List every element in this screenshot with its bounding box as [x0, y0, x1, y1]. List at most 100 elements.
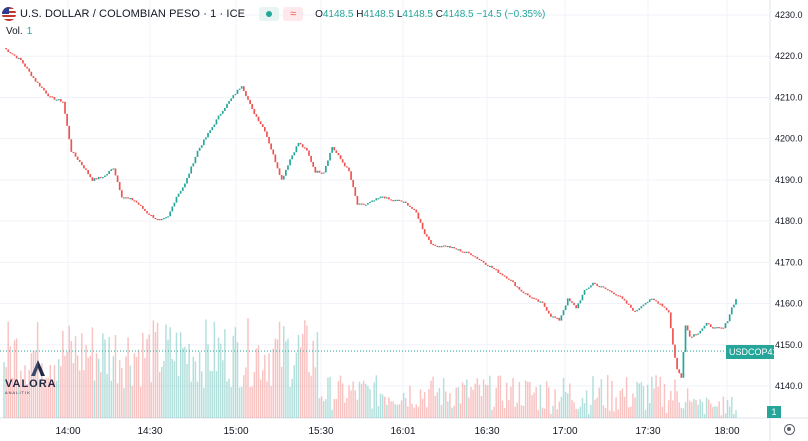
volume-bar — [247, 318, 249, 418]
volume-bar — [720, 415, 723, 418]
candle — [695, 334, 697, 336]
volume-bar — [415, 404, 418, 418]
candle — [693, 334, 695, 337]
candle — [568, 298, 571, 302]
volume-bar — [62, 330, 64, 418]
volume-bar — [190, 381, 192, 418]
candle — [535, 298, 538, 300]
volume-bar — [428, 388, 430, 418]
volume-bar — [144, 357, 146, 418]
volume-bar — [106, 373, 108, 418]
candle — [242, 86, 245, 92]
candle — [600, 286, 603, 288]
volume-bar — [165, 324, 167, 418]
volume-bar — [28, 370, 30, 418]
candle — [360, 203, 363, 205]
candle — [394, 199, 397, 202]
candle — [83, 165, 85, 169]
candle — [230, 98, 233, 102]
candle — [341, 159, 344, 163]
candle — [169, 211, 172, 217]
volume-bar — [238, 387, 241, 418]
volume-bar — [556, 409, 558, 418]
candle — [573, 302, 575, 306]
volume-bar — [308, 371, 310, 418]
candle — [263, 127, 266, 132]
candle — [32, 76, 35, 79]
candle — [396, 199, 399, 202]
volume-bar — [524, 380, 527, 418]
candle — [74, 152, 77, 157]
candle — [259, 121, 262, 125]
volume-bar — [667, 400, 670, 418]
candle — [703, 325, 706, 329]
candle — [398, 199, 401, 202]
volume-bar — [527, 381, 529, 418]
volume-bar — [331, 409, 333, 418]
candle — [491, 265, 493, 268]
market-status-dot-icon[interactable] — [259, 7, 280, 21]
volume-bar — [550, 413, 552, 418]
candle — [356, 195, 359, 205]
candle — [701, 328, 704, 331]
volume-bar — [512, 377, 514, 418]
candle — [200, 145, 203, 148]
volume-bar — [569, 383, 571, 418]
candle — [133, 200, 136, 202]
volume-bar — [327, 377, 329, 418]
candle — [125, 197, 127, 199]
candle — [190, 166, 193, 174]
y-tick-label: 4170.0 — [775, 257, 803, 267]
candle — [453, 246, 455, 249]
volume-bar — [365, 383, 367, 418]
candle — [324, 165, 327, 173]
volume-label: Vol. — [6, 26, 23, 37]
candle — [34, 78, 37, 82]
volume-bar — [710, 403, 712, 418]
volume-bar — [333, 398, 335, 418]
candle — [62, 101, 64, 103]
candle — [392, 200, 394, 202]
volume-bar — [291, 378, 293, 418]
volume-bar — [186, 363, 188, 418]
candle — [718, 327, 721, 329]
candle — [95, 178, 98, 180]
symbol-title[interactable]: U.S. DOLLAR / COLOMBIAN PESO · 1 · ICE — [20, 8, 246, 20]
volume-bar — [703, 414, 706, 418]
candle — [38, 82, 41, 87]
x-tick-label: 16:30 — [474, 426, 499, 437]
candle — [270, 143, 272, 150]
volume-bar — [312, 340, 314, 418]
volume-bar — [142, 332, 144, 418]
candle — [192, 163, 195, 167]
candle — [184, 183, 186, 188]
volume-bar — [699, 399, 701, 418]
candle — [295, 146, 298, 153]
candle — [249, 99, 251, 105]
candle — [733, 304, 735, 308]
candle — [579, 300, 582, 304]
wave-icon[interactable]: ≈ — [283, 7, 304, 21]
candle — [238, 88, 241, 90]
volume-bar — [230, 387, 232, 418]
volume-bar — [522, 405, 525, 418]
volume-bar — [91, 327, 94, 418]
candle — [499, 272, 502, 275]
volume-bar — [581, 398, 584, 418]
volume-bar — [68, 325, 70, 418]
volume-bar — [535, 386, 537, 418]
candle — [640, 306, 643, 309]
volume-bar — [112, 356, 115, 418]
candle — [102, 177, 104, 179]
candle — [196, 150, 199, 157]
candle — [274, 154, 277, 163]
volume-bar — [724, 413, 727, 418]
candle — [663, 306, 666, 308]
candle — [257, 116, 260, 122]
volume-bar — [9, 346, 12, 418]
gear-icon[interactable] — [784, 424, 795, 435]
candle — [436, 245, 439, 248]
candle — [316, 170, 319, 173]
candle — [377, 198, 380, 200]
